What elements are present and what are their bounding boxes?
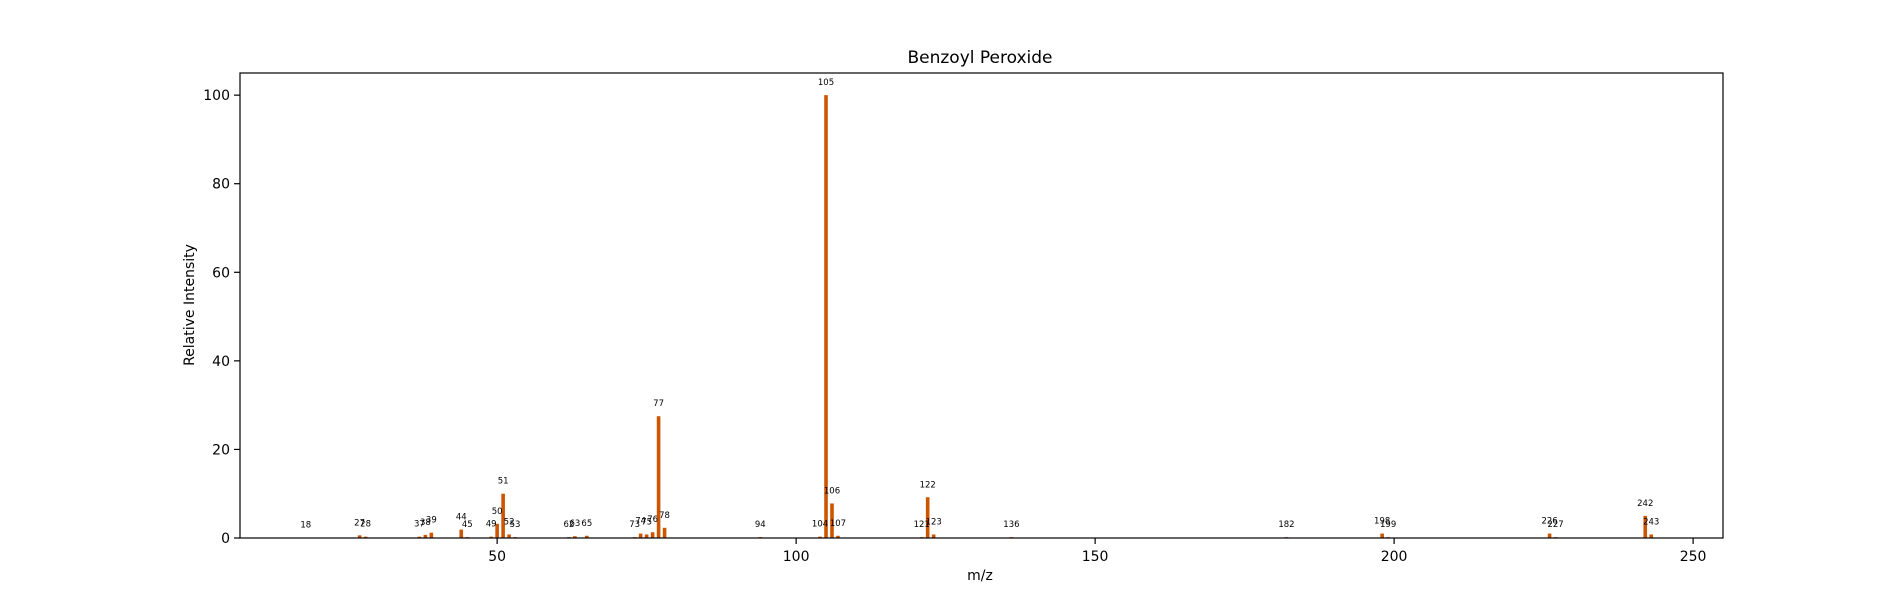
bar-mz-63 [573,536,577,538]
peak-label-45: 45 [462,520,473,530]
peak-label-104: 104 [812,520,828,530]
bar-mz-106 [830,503,834,538]
peak-label-53: 53 [510,520,521,530]
bar-mz-78 [662,527,667,538]
peak-label-76: 76 [647,515,658,525]
bar-mz-38 [423,534,428,538]
y-tick-label: 80 [212,177,230,193]
peak-label-136: 136 [1003,520,1019,530]
peak-label-106: 106 [824,486,840,496]
peak-label-122: 122 [920,480,936,490]
bar-mz-51 [501,493,505,538]
peak-label-77: 77 [653,399,664,409]
peak-label-198: 198 [1374,517,1390,527]
bar-mz-105 [824,95,828,538]
y-tick-label: 60 [212,265,230,281]
bar-mz-226 [1547,533,1552,538]
y-tick-label: 100 [203,88,230,104]
x-tick-label: 50 [488,549,506,565]
x-tick-label: 150 [1082,549,1109,565]
x-tick-label: 100 [783,549,810,565]
peak-label-62: 62 [563,520,574,530]
peak-label-123: 123 [926,517,942,527]
bar-mz-107 [836,535,840,538]
y-axis: 0 20 40 60 80 100 [203,88,240,547]
peak-label-39: 39 [426,516,437,526]
peak-label-37: 37 [414,520,425,530]
peak-label-38: 38 [420,518,431,528]
peak-label-226: 226 [1541,517,1557,527]
peak-label-78: 78 [659,511,670,521]
bar-mz-39 [429,532,434,538]
bar-mz-44 [459,529,464,538]
peak-label-18: 18 [300,521,311,531]
y-tick-label: 0 [221,531,230,547]
bar-mz-37 [417,536,422,538]
x-axis: 50 100 150 200 250 [488,538,1706,565]
bar-mz-52 [507,534,511,538]
peak-label-105: 105 [818,78,834,88]
chart-title: Benzoyl Peroxide [907,48,1052,68]
peak-label-27: 27 [354,518,365,528]
peak-label-121: 121 [914,520,930,530]
peak-label-107: 107 [830,519,846,529]
x-axis-label: m/z [967,568,993,584]
peak-label-74: 74 [635,517,646,527]
bar-mz-198 [1380,533,1384,538]
bar-mz-75 [644,534,649,538]
peak-label-94: 94 [755,520,766,530]
bar-mz-49 [489,536,493,538]
peak-label-51: 51 [498,477,509,487]
peak-label-44: 44 [456,513,467,523]
peak-label-28: 28 [360,520,371,530]
peak-label-65: 65 [581,519,592,529]
peak-label-73: 73 [629,520,640,530]
peak-label-75: 75 [641,517,652,527]
bar-mz-74 [638,533,643,538]
plot-frame [239,72,1724,539]
bar-group [303,95,1654,539]
bar-mz-243 [1649,534,1654,538]
bar-mz-123 [931,534,936,538]
bar-mz-65 [585,535,589,538]
y-tick-label: 20 [212,442,230,458]
peak-label-49: 49 [486,520,497,530]
bar-mz-122 [925,497,930,538]
peak-label-243: 243 [1643,517,1659,527]
bar-mz-50 [495,523,499,538]
y-axis-label: Relative Intensity [182,244,198,366]
bar-mz-76 [650,532,655,538]
peak-label-227: 227 [1547,520,1563,530]
peak-label-63: 63 [569,519,580,529]
x-tick-label: 200 [1381,549,1408,565]
peak-label-242: 242 [1637,499,1653,509]
peak-label-182: 182 [1278,520,1294,530]
x-tick-label: 250 [1680,549,1707,565]
bar-mz-77 [656,416,661,538]
peak-label-199: 199 [1380,520,1396,530]
bar-mz-242 [1643,515,1648,538]
bar-mz-104 [818,536,822,538]
peak-label-52: 52 [504,517,515,527]
peak-label-50: 50 [492,507,503,517]
bar-mz-27 [357,535,362,538]
y-tick-label: 40 [212,354,230,370]
bar-mz-28 [363,536,368,538]
